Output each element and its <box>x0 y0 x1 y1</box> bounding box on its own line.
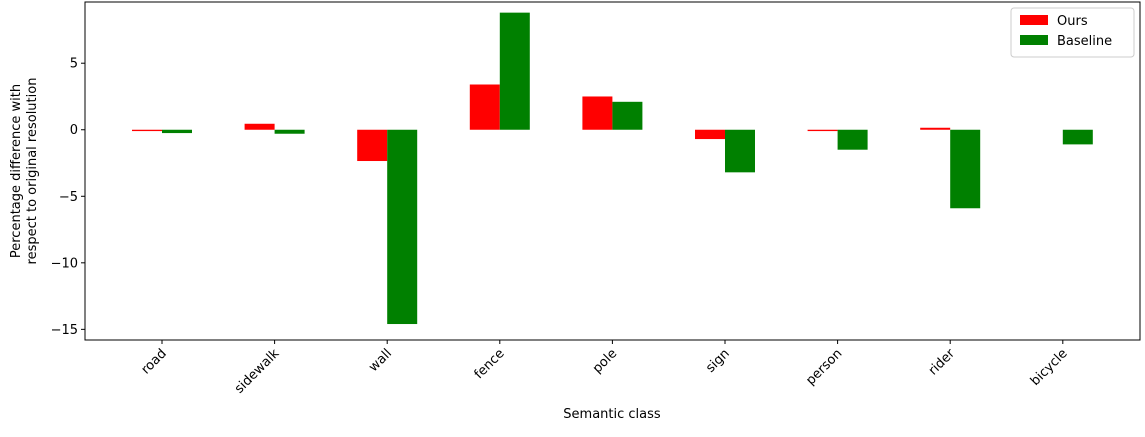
y-tick-label: 0 <box>70 123 78 138</box>
bar-baseline-sidewalk <box>274 129 305 134</box>
bar-baseline-person <box>837 129 868 150</box>
x-axis-label: Semantic class <box>563 407 661 422</box>
y-tick-label: −15 <box>51 323 78 338</box>
legend-label-ours: Ours <box>1057 14 1088 29</box>
x-tick-label-wall: wall <box>366 346 395 375</box>
bar-ours-wall <box>357 129 388 162</box>
x-tick-label-pole: pole <box>590 346 620 376</box>
bar-baseline-bicycle <box>1062 129 1093 145</box>
bar-ours-person <box>807 129 838 132</box>
bar-ours-fence <box>469 84 500 130</box>
bar-ours-road <box>132 129 162 132</box>
x-axis-ticks: road sidewalk wall fence pole sign person rider… <box>139 340 1071 397</box>
x-tick-label-sidewalk: sidewalk <box>232 346 283 397</box>
y-tick-label: 5 <box>70 57 78 72</box>
bar-baseline-wall <box>387 129 418 325</box>
x-tick-label-person: person <box>803 346 845 388</box>
y-tick-label: −10 <box>51 256 78 271</box>
legend-label-baseline: Baseline <box>1057 34 1112 49</box>
x-tick-label-rider: rider <box>926 346 959 379</box>
x-tick-label-sign: sign <box>703 346 733 376</box>
x-tick-label-fence: fence <box>472 346 508 382</box>
y-axis-label: Percentage difference with respect to or… <box>9 78 40 265</box>
bar-baseline-sign <box>725 129 755 173</box>
bar-ours-pole <box>582 96 613 130</box>
bar-baseline-rider <box>950 129 981 209</box>
bar-baseline-pole <box>612 101 643 130</box>
y-axis-label-line-2: respect to original resolution <box>25 78 40 265</box>
y-axis-label-line-1: Percentage difference with <box>9 84 24 258</box>
y-axis-ticks: 5 0 −5 −10 −15 <box>51 57 85 338</box>
legend: Ours Baseline <box>1010 7 1135 58</box>
bar-ours-sign <box>695 129 725 140</box>
bar-baseline-fence <box>499 12 530 130</box>
x-tick-label-road: road <box>139 346 170 377</box>
y-tick-label: −5 <box>59 190 78 205</box>
bar-ours-sidewalk <box>244 123 275 130</box>
legend-swatch-baseline <box>1020 35 1048 45</box>
x-tick-label-bicycle: bicycle <box>1028 346 1071 389</box>
bar-ours-rider <box>920 127 951 130</box>
legend-swatch-ours <box>1020 15 1048 25</box>
plot-area-frame <box>84 1 1141 341</box>
bar-baseline-road <box>162 129 192 134</box>
bars-group <box>132 12 1093 325</box>
